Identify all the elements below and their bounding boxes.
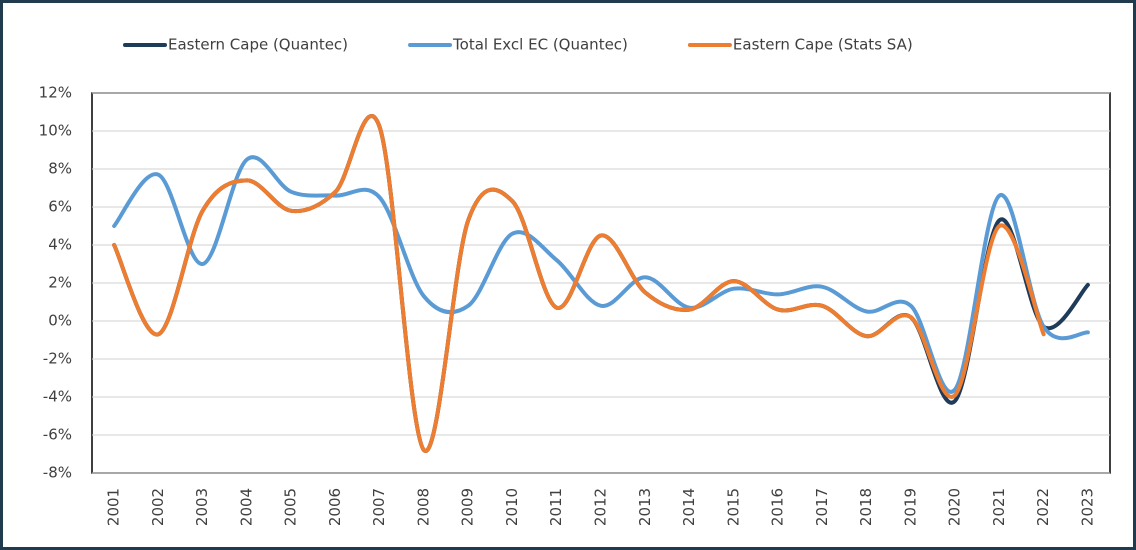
- x-tick-label: 2018: [857, 488, 875, 526]
- x-tick-label: 2013: [636, 488, 654, 526]
- x-tick-label: 2021: [990, 488, 1008, 526]
- y-tick-label: -2%: [43, 350, 72, 368]
- line-series: [112, 114, 1046, 453]
- y-tick-label: 0%: [48, 312, 72, 330]
- x-tick-label: 2008: [414, 488, 432, 526]
- x-tick-label: 2020: [946, 488, 964, 526]
- x-tick-label: 2023: [1078, 488, 1096, 526]
- x-tick-label: 2002: [149, 488, 167, 526]
- x-tick-label: 2016: [769, 488, 787, 526]
- x-tick-label: 2007: [370, 488, 388, 526]
- x-tick-label: 2006: [326, 488, 344, 526]
- y-tick-label: 10%: [39, 122, 72, 140]
- x-tick-label: 2015: [724, 488, 742, 526]
- x-tick-label: 2014: [680, 488, 698, 526]
- y-tick-label: -6%: [43, 426, 72, 444]
- x-tick-label: 2019: [901, 488, 919, 526]
- x-tick-label: 2017: [813, 488, 831, 526]
- x-tick-label: 2010: [503, 488, 521, 526]
- y-tick-label: 6%: [48, 198, 72, 216]
- y-tick-label: 4%: [48, 236, 72, 254]
- legend-label: Eastern Cape (Quantec): [168, 36, 348, 54]
- y-tick-label: 2%: [48, 274, 72, 292]
- line-series: [112, 155, 1090, 394]
- legend-label: Eastern Cape (Stats SA): [733, 36, 913, 54]
- legend-label: Total Excl EC (Quantec): [452, 36, 628, 54]
- y-tick-label: 8%: [48, 160, 72, 178]
- x-tick-label: 2022: [1034, 488, 1052, 526]
- x-tick-label: 2001: [105, 488, 123, 526]
- x-tick-label: 2012: [592, 488, 610, 526]
- y-tick-label: 12%: [39, 84, 72, 102]
- x-tick-label: 2003: [193, 488, 211, 526]
- y-tick-label: -4%: [43, 388, 72, 406]
- y-tick-label: -8%: [43, 464, 72, 482]
- x-tick-label: 2005: [282, 488, 300, 526]
- x-tick-label: 2004: [237, 488, 255, 526]
- x-tick-label: 2009: [459, 488, 477, 526]
- x-tick-label: 2011: [547, 488, 565, 526]
